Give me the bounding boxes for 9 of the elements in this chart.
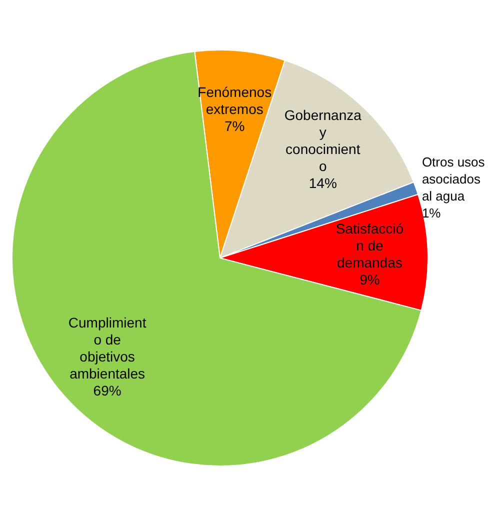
data-label: 9% [360, 271, 380, 288]
slice-label: Otros usos asociados al agua [422, 154, 486, 204]
data-label: 1% [422, 206, 442, 221]
data-label: 14% [308, 175, 337, 192]
data-label: 7% [224, 118, 245, 134]
slice-label: Satisfacción de demandas [336, 220, 404, 270]
data-label: 69% [93, 382, 122, 399]
slice-label: Gobernanza y conocimiento [284, 107, 362, 174]
slice-label: Cumplimiento de objetivos ambientales [68, 314, 146, 382]
